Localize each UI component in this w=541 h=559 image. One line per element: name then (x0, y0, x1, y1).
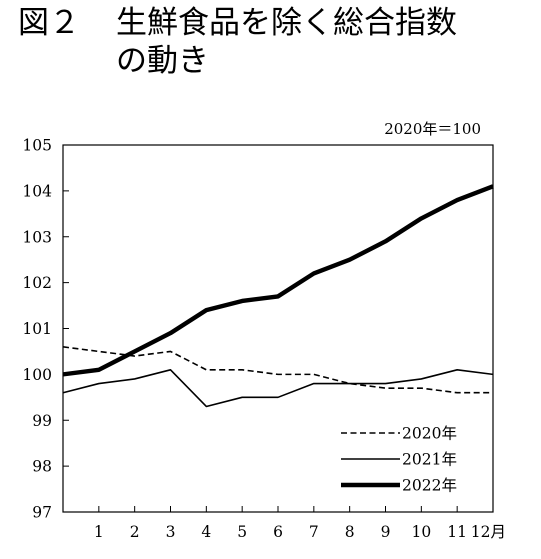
x-tick-label: 10 (411, 523, 431, 541)
y-tick-label: 97 (32, 504, 52, 522)
legend: 2020年 2021年 2022年 (341, 425, 457, 495)
y-tick-label: 101 (22, 320, 52, 338)
y-tick-label: 103 (22, 228, 52, 246)
legend-label-2: 2021年 (402, 451, 457, 469)
y-tick-label: 105 (22, 137, 52, 155)
series-line-2 (62, 368, 494, 408)
x-tick-label: 6 (273, 523, 283, 541)
figure-title-line-1: 図２ 生鮮食品を除く総合指数 (18, 4, 533, 42)
y-tick-label: 99 (32, 412, 52, 430)
legend-label-1: 2020年 (402, 425, 457, 443)
x-tick-label: 2 (130, 523, 140, 541)
figure-number: 図２ (18, 5, 80, 41)
x-tick-label: 4 (201, 523, 211, 541)
x-tick-label: 11 (447, 523, 467, 541)
series-line-1 (62, 346, 493, 394)
x-tick-label: 1 (94, 523, 104, 541)
x-axis-labels: 1 2 3 4 5 6 7 8 9 10 11 12月 (94, 523, 506, 541)
figure-title-text-1: 生鮮食品を除く総合指数 (116, 5, 457, 41)
y-axis-ticks (63, 144, 69, 513)
y-tick-label: 98 (32, 458, 52, 476)
unit-note: 2020年＝100 (384, 120, 481, 138)
x-tick-label: 9 (381, 523, 391, 541)
series-lines (62, 184, 494, 408)
x-tick-label: 8 (345, 523, 355, 541)
y-axis-labels: 97 98 99 100 101 102 103 104 105 (22, 137, 52, 522)
figure-title-line-2: の動き (18, 42, 533, 80)
series-line-3 (62, 184, 494, 377)
y-tick-label: 102 (22, 274, 52, 292)
x-tick-label: 7 (309, 523, 319, 541)
figure-title-text-2: の動き (116, 43, 209, 79)
plot-frame (62, 144, 494, 513)
y-tick-label: 100 (22, 366, 52, 384)
x-tick-label: 12月 (471, 523, 506, 541)
x-axis-ticks (98, 506, 458, 512)
x-tick-label: 5 (237, 523, 247, 541)
figure-title: 図２ 生鮮食品を除く総合指数 の動き (18, 4, 533, 80)
x-tick-label: 3 (166, 523, 176, 541)
y-tick-label: 104 (22, 182, 52, 200)
legend-label-3: 2022年 (402, 477, 457, 495)
